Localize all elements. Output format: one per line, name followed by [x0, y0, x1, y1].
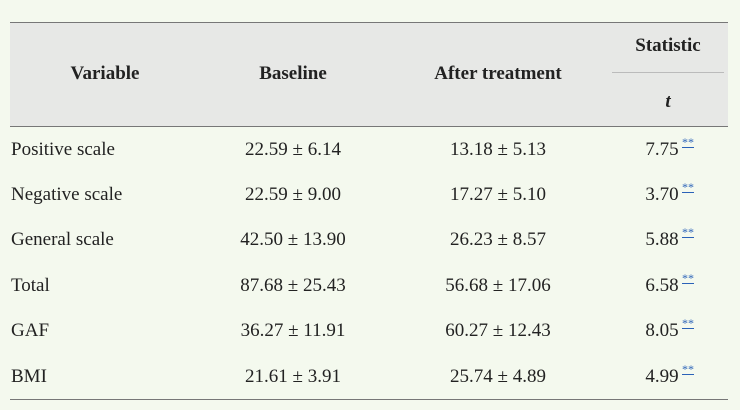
baseline-cell: 42.50 ± 13.90: [240, 229, 346, 250]
after-cell: 25.74 ± 4.89: [450, 366, 546, 387]
t-cell: 4.99: [645, 366, 679, 387]
variable-cell: Negative scale: [11, 184, 123, 205]
t-cell: 7.75: [645, 139, 679, 160]
significance-link[interactable]: **: [682, 362, 694, 376]
header-rule: [612, 72, 724, 73]
baseline-cell: 21.61 ± 3.91: [245, 366, 341, 387]
t-cell: 3.70: [645, 184, 679, 205]
header-t: t: [665, 91, 671, 112]
significance-link[interactable]: **: [682, 316, 694, 330]
significance-link[interactable]: **: [682, 135, 694, 149]
after-cell: 13.18 ± 5.13: [450, 139, 546, 160]
after-cell: 26.23 ± 8.57: [450, 229, 546, 250]
after-cell: 56.68 ± 17.06: [445, 275, 551, 296]
header-baseline: Baseline: [259, 63, 327, 84]
variable-cell: BMI: [11, 366, 47, 387]
t-cell: 8.05: [645, 320, 679, 341]
significance-link[interactable]: **: [682, 271, 694, 285]
baseline-cell: 36.27 ± 11.91: [240, 320, 346, 341]
significance-link[interactable]: **: [682, 225, 694, 239]
header-statistic: Statistic: [635, 35, 701, 56]
baseline-cell: 87.68 ± 25.43: [240, 275, 346, 296]
significance-link[interactable]: **: [682, 180, 694, 194]
t-cell: 5.88: [645, 229, 679, 250]
header-band: [10, 22, 728, 127]
variable-cell: General scale: [11, 229, 114, 250]
baseline-cell: 22.59 ± 9.00: [245, 184, 341, 205]
variable-cell: Total: [11, 275, 50, 296]
header-after: After treatment: [434, 63, 562, 84]
variable-cell: Positive scale: [11, 139, 115, 160]
baseline-cell: 22.59 ± 6.14: [245, 139, 341, 160]
header-variable: Variable: [70, 63, 140, 84]
t-cell: 6.58: [645, 275, 679, 296]
after-cell: 60.27 ± 12.43: [445, 320, 551, 341]
variable-cell: GAF: [11, 320, 50, 341]
after-cell: 17.27 ± 5.10: [450, 184, 546, 205]
bottom-rule: [10, 399, 728, 400]
